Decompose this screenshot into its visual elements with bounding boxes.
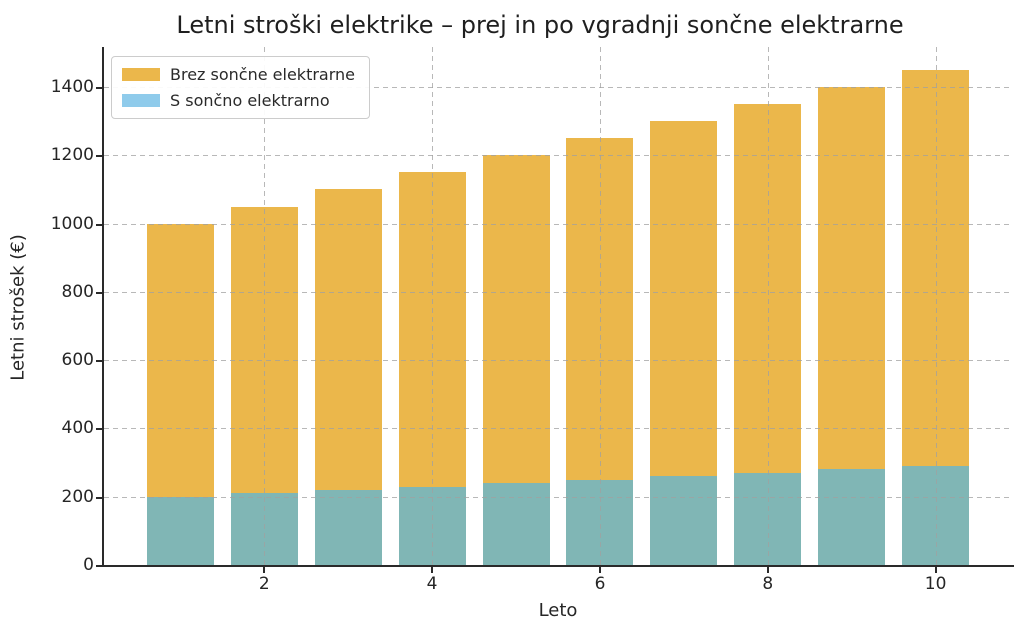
gridline-x-6 — [600, 47, 601, 565]
legend: Brez sončne elektrarne S sončno elektrar… — [111, 56, 370, 119]
y-tick-label-200: 200 — [61, 486, 94, 507]
y-tick-0 — [96, 565, 102, 567]
y-tick-400 — [96, 428, 102, 431]
y-tick-label-600: 600 — [61, 350, 94, 371]
bar-s-soncno-leto-1 — [146, 496, 214, 565]
bar-s-soncno-leto-9 — [818, 469, 886, 565]
y-tick-800 — [96, 291, 102, 294]
bar-s-soncno-leto-6 — [566, 479, 634, 565]
gridline-y-400 — [104, 428, 1012, 430]
y-axis-label: Letni strošek (€) — [7, 234, 29, 381]
x-tick-8 — [766, 567, 769, 573]
y-axis-spine — [102, 47, 104, 567]
x-tick-label-8: 8 — [762, 574, 774, 594]
x-tick-4 — [431, 567, 434, 573]
y-tick-1200 — [96, 155, 102, 158]
legend-label-s-soncno: S sončno elektrarno — [170, 91, 330, 110]
x-tick-label-4: 4 — [426, 574, 438, 594]
legend-item-s-soncno: S sončno elektrarno — [122, 91, 355, 110]
bar-s-soncno-leto-5 — [482, 483, 550, 565]
gridline-y-600 — [104, 360, 1012, 362]
gridline-x-10 — [935, 47, 937, 565]
y-tick-600 — [96, 360, 102, 363]
y-tick-label-1200: 1200 — [50, 145, 94, 166]
x-tick-label-10: 10 — [924, 574, 947, 594]
gridline-y-1400 — [104, 87, 1012, 88]
plot-area: Brez sončne elektrarne S sončno elektrar… — [104, 47, 1012, 566]
gridline-y-200 — [104, 496, 1012, 498]
gridline-y-800 — [104, 291, 1012, 293]
x-tick-6 — [599, 567, 601, 573]
y-tick-1000 — [96, 223, 102, 226]
y-tick-label-1400: 1400 — [50, 77, 94, 97]
x-axis-spine — [102, 565, 1014, 567]
grid-layer — [104, 47, 1012, 566]
chart-title: Letni stroški elektrike – prej in po vgr… — [176, 11, 904, 39]
gridline-y-1200 — [104, 155, 1012, 157]
legend-swatch-blue — [122, 94, 160, 107]
gridline-x-8 — [767, 47, 769, 565]
legend-label-brez: Brez sončne elektrarne — [170, 65, 355, 84]
gridline-x-4 — [432, 47, 434, 565]
y-tick-label-1000: 1000 — [50, 213, 94, 234]
y-tick-label-800: 800 — [61, 281, 94, 302]
legend-item-brez: Brez sončne elektrarne — [122, 65, 355, 84]
gridline-x-2 — [264, 47, 266, 565]
legend-swatch-orange — [122, 68, 160, 81]
bar-s-soncno-leto-3 — [314, 489, 382, 565]
x-tick-label-6: 6 — [594, 574, 606, 594]
y-tick-200 — [96, 496, 102, 499]
x-tick-10 — [934, 567, 937, 573]
bar-s-soncno-leto-2 — [230, 493, 298, 565]
x-tick-label-2: 2 — [258, 574, 270, 594]
bar-s-soncno-leto-8 — [734, 472, 802, 565]
x-tick-2 — [263, 567, 266, 573]
bar-s-soncno-leto-7 — [650, 476, 718, 565]
gridline-y-1000 — [104, 223, 1012, 225]
y-tick-label-400: 400 — [61, 418, 94, 439]
y-tick-1400 — [96, 87, 102, 89]
y-tick-label-0: 0 — [83, 555, 94, 575]
x-axis-label: Leto — [538, 600, 578, 621]
